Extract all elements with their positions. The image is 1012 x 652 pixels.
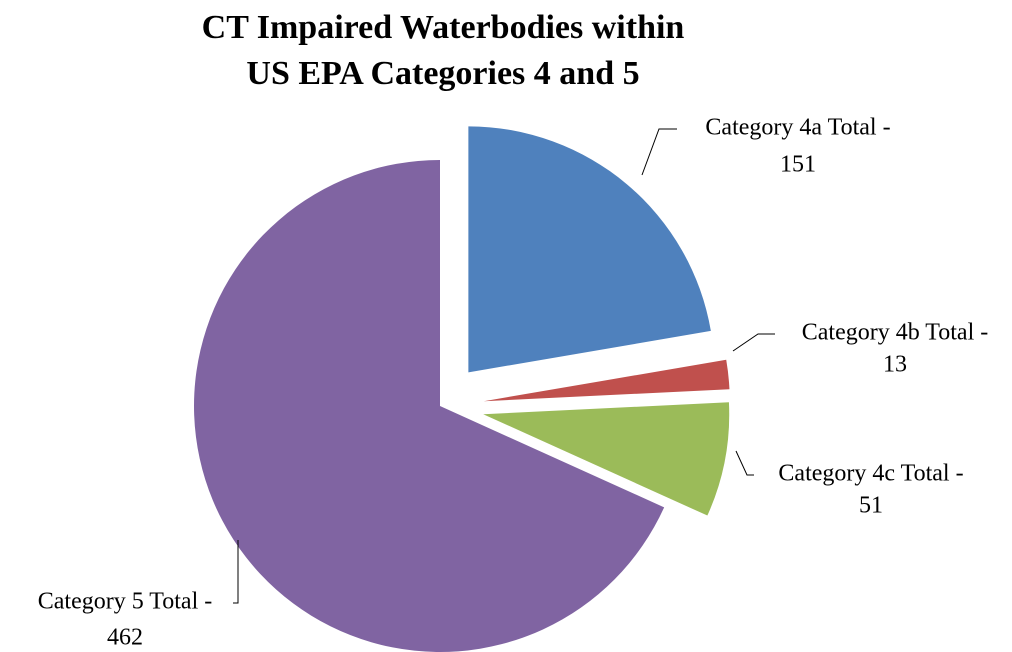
slice-value-4: 462	[107, 625, 143, 651]
pie-slices	[194, 126, 730, 652]
slice-label-3: Category 4c Total -	[778, 461, 963, 487]
leader-line-4	[233, 540, 239, 604]
slice-value-3: 51	[859, 493, 883, 519]
pie-slice-3	[483, 402, 730, 516]
leader-line-2	[732, 333, 775, 352]
data-labels: Category 4a Total - 151 Category 4b Total …	[38, 115, 989, 651]
chart-title-line-2: US EPA Categories 4 and 5	[246, 55, 639, 92]
pie-slice-2	[483, 359, 730, 402]
slice-label-4: Category 5 Total -	[38, 589, 213, 615]
leader-line-3	[735, 450, 754, 476]
slice-label-1: Category 4a Total -	[705, 115, 890, 141]
pie-slice-1	[468, 126, 711, 373]
slice-value-1: 151	[780, 152, 816, 178]
slice-label-2: Category 4b Total -	[802, 320, 989, 346]
slice-value-2: 13	[883, 352, 907, 378]
pie-slice-4	[194, 160, 665, 652]
chart-title-line-1: CT Impaired Waterbodies within	[202, 9, 685, 46]
leader-line-1	[641, 128, 677, 176]
